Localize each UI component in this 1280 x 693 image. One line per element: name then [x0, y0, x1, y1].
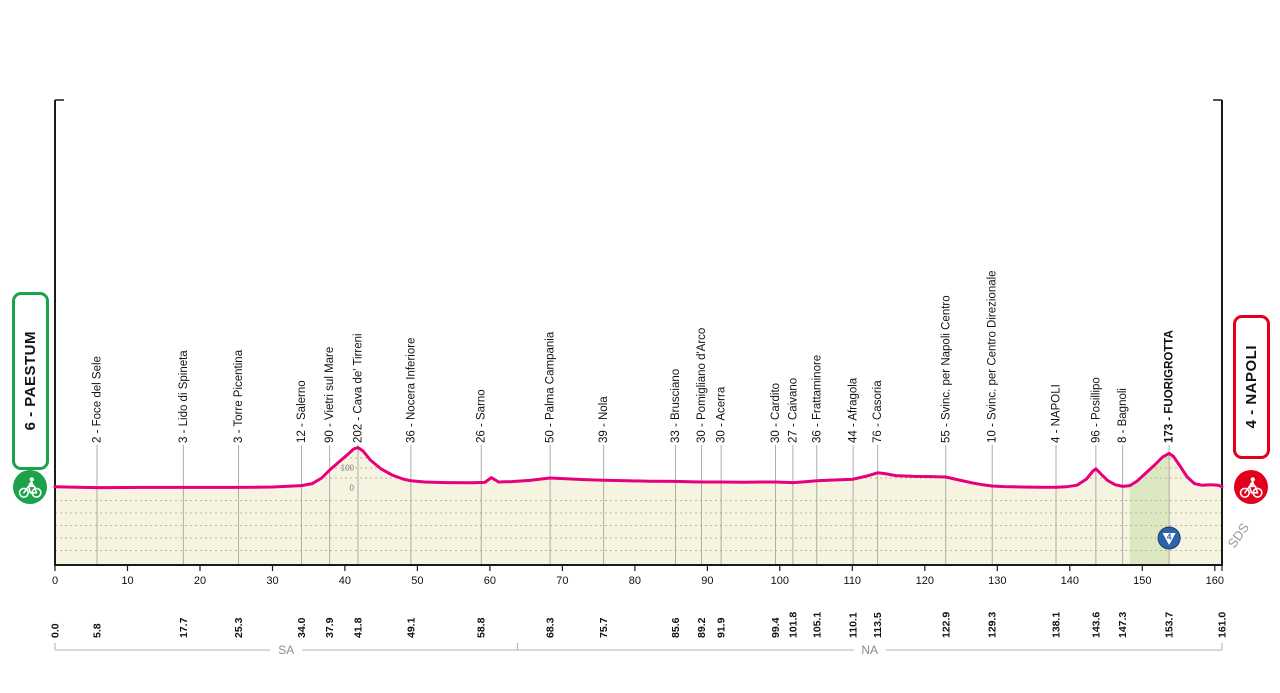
x-tick-label: 50: [411, 575, 423, 587]
km-distance-label: 17.7: [178, 617, 190, 638]
km-distance-label: 101.8: [787, 612, 799, 638]
km-distance-label: 113.5: [872, 612, 884, 638]
km-distance-label: 91.9: [716, 617, 728, 638]
km-distance-label: 5.8: [92, 623, 104, 638]
waypoint-label: 8 - Bagnoli: [1117, 388, 1129, 443]
waypoint-label: 4 - NAPOLI: [1051, 384, 1063, 443]
start-rider-disc: [13, 470, 47, 504]
x-tick-label: 100: [771, 575, 789, 587]
x-tick-label: 10: [121, 575, 133, 587]
km-labels: 0.0 5.8 17.7 25.3 34.0 37.9 41.8 49.1 58.8 68.3 75…: [50, 612, 1229, 638]
waypoint-label: 30 - Pomigliano d'Arco: [696, 328, 708, 443]
km-distance-label: 89.2: [696, 617, 708, 638]
km-distance-label: 49.1: [405, 617, 417, 638]
svg-text:100: 100: [341, 464, 355, 473]
waypoint-label: 10 - Svinc. per Centro Direzionale: [987, 270, 999, 443]
waypoint-label: 3 - Lido di Spineta: [178, 350, 190, 443]
km-distance-label: 147.3: [1117, 612, 1129, 638]
km-distance-label: 105.1: [811, 612, 823, 638]
waypoint-label: 3 - Torre Picentina: [233, 349, 245, 443]
km-distance-label: 110.1: [848, 612, 860, 638]
waypoint-label: 50 - Palma Campania: [545, 331, 557, 443]
waypoint-label: 2 - Foce del Sele: [92, 356, 104, 443]
x-tick-label: 140: [1061, 575, 1079, 587]
km-distance-label: 161.0: [1217, 612, 1229, 638]
province-label: SA: [278, 643, 294, 657]
elevation-profile-line: [53, 446, 1224, 490]
km-distance-label: 68.3: [545, 617, 557, 638]
x-tick-label: 20: [194, 575, 206, 587]
waypoint-label: 39 - Nola: [598, 396, 610, 443]
profile-area-fill: [55, 447, 1222, 565]
x-tick-label: 0: [52, 575, 58, 587]
km-distance-label: 153.7: [1164, 612, 1176, 638]
waypoint-label: 173 - FUORIGROTTA: [1164, 330, 1176, 443]
waypoint-label: 96 - Posillipo: [1090, 377, 1102, 443]
km-distance-label: 85.6: [670, 617, 682, 638]
waypoint-label: 90 - Vietri sul Mare: [324, 347, 336, 443]
waypoint-label: 30 - Acerra: [716, 386, 728, 443]
elevation-scale-labels: 100 0: [341, 464, 355, 493]
x-tick-label: 150: [1133, 575, 1151, 587]
waypoint-label: 26 - Sarno: [476, 389, 488, 443]
waypoint-label: 27 - Caivano: [787, 378, 799, 443]
waypoint-label: 36 - Nocera Inferiore: [405, 338, 417, 443]
waypoint-label: 202 - Cava de' Tirreni: [353, 333, 365, 443]
kom-category-badge: 4: [1157, 526, 1181, 550]
km-distance-label: 138.1: [1051, 612, 1063, 638]
km-distance-label: 0.0: [50, 623, 62, 638]
x-tick-label: 30: [266, 575, 278, 587]
x-tick-label: 130: [988, 575, 1006, 587]
waypoint-label: 55 - Svinc. per Napoli Centro: [940, 295, 952, 443]
x-tick-label: 160: [1206, 575, 1224, 587]
waypoint-label: 76 - Casoria: [872, 380, 884, 443]
svg-text:0: 0: [350, 484, 355, 493]
x-tick-label: 120: [916, 575, 934, 587]
km-distance-label: 143.6: [1090, 612, 1102, 638]
x-tick-label: 70: [556, 575, 568, 587]
km-distance-label: 37.9: [324, 617, 336, 638]
km-distance-label: 75.7: [598, 617, 610, 638]
waypoint-label: 33 - Brusciano: [670, 369, 682, 443]
km-distance-label: 34.0: [296, 617, 308, 638]
watermark: SDS: [1225, 520, 1253, 551]
waypoint-label: 36 - Frattaminore: [811, 355, 823, 443]
waypoint-labels: 2 - Foce del Sele 3 - Lido di Spineta 3 - …: [92, 270, 1176, 443]
kom-category-number: 4: [1167, 532, 1172, 542]
km-distance-label: 41.8: [353, 617, 365, 638]
x-tick-label: 80: [629, 575, 641, 587]
finish-location-badge: 4 - NAPOLI: [1233, 315, 1270, 459]
waypoint-label: 12 - Salerno: [296, 380, 308, 443]
start-location-badge: 6 - PAESTUM: [12, 292, 49, 470]
x-tick-label: 40: [339, 575, 351, 587]
waypoint-label: 44 - Afragola: [848, 377, 860, 443]
km-distance-label: 58.8: [476, 617, 488, 638]
waypoint-label: 30 - Cardito: [770, 383, 782, 443]
x-tick-label: 90: [701, 575, 713, 587]
km-distance-label: 99.4: [770, 617, 782, 638]
finish-rider-disc: [1234, 470, 1268, 504]
km-distance-label: 122.9: [940, 612, 952, 638]
km-distance-label: 129.3: [987, 612, 999, 638]
cyclist-icon: [1239, 477, 1263, 498]
cyclist-icon: [18, 477, 42, 498]
x-axis-tick-labels: 0 10 20 30 40 50 60 70 80 90 100 110 120 130 140 150 160: [52, 575, 1224, 587]
waypoint-gridlines: [96, 445, 1170, 565]
province-label: NA: [861, 643, 878, 657]
x-tick-label: 110: [844, 575, 862, 587]
province-brackets: SA NA: [54, 643, 1223, 657]
x-tick-label: 60: [484, 575, 496, 587]
km-distance-label: 25.3: [233, 617, 245, 638]
